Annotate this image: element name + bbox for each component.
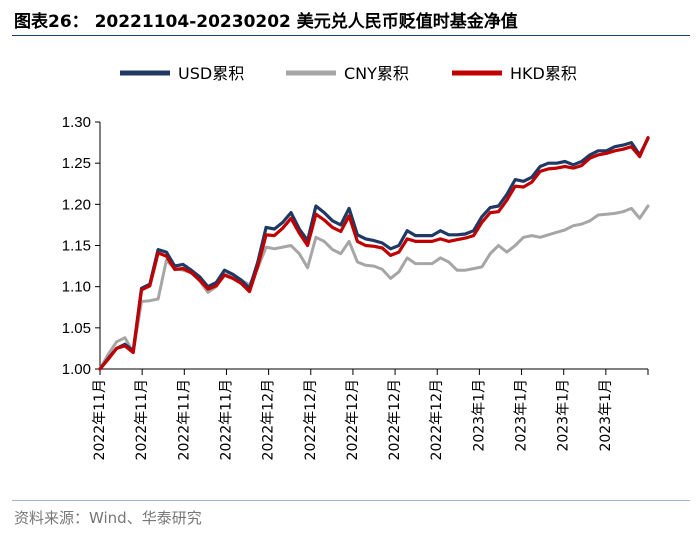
source-note: 资料来源：Wind、华泰研究: [14, 509, 202, 527]
series-line-hkd: [98, 136, 650, 371]
x-tick-label: 2022年12月: [345, 379, 361, 460]
y-tick-label: 1.10: [62, 279, 91, 296]
x-tick-label: 2023年1月: [556, 379, 572, 452]
series-line-usd: [98, 136, 650, 371]
y-tick-label: 1.20: [62, 196, 91, 213]
legend: USD累积 CNY累积 HKD累积: [120, 64, 577, 83]
x-tick-label: 2023年1月: [598, 379, 614, 452]
x-tick-label: 2022年11月: [218, 379, 234, 460]
axes: 1.00 1.05 1.10 1.15 1.20 1.25 1.30 2022年11月 2022…: [62, 114, 649, 460]
x-tick-label: 2022年11月: [134, 379, 150, 460]
x-tick-label: 2023年1月: [514, 379, 530, 452]
x-tick-label: 2022年12月: [261, 379, 277, 460]
series-line-cny: [98, 204, 650, 371]
x-tick-label: 2023年1月: [471, 379, 487, 452]
x-tick-label: 2022年11月: [176, 379, 192, 460]
y-tick-label: 1.00: [62, 361, 91, 378]
figure-title: 图表26： 20221104-20230202 美元兑人民币贬值时基金净值: [14, 12, 518, 32]
series-lines: [98, 136, 650, 371]
title-divider: [12, 35, 690, 36]
x-tick-label: 2022年11月: [92, 379, 108, 460]
x-tick-label: 2022年12月: [387, 379, 403, 460]
y-tick-label: 1.30: [62, 114, 91, 131]
legend-label-cny: CNY累积: [344, 64, 409, 83]
x-tick-label: 2022年12月: [429, 379, 445, 460]
legend-label-usd: USD累积: [178, 64, 244, 83]
y-tick-label: 1.15: [62, 238, 91, 255]
y-tick-label: 1.05: [62, 320, 91, 337]
y-tick-label: 1.25: [62, 155, 91, 172]
legend-label-hkd: HKD累积: [510, 64, 577, 83]
x-tick-label: 2022年12月: [303, 379, 319, 460]
footer-divider: [12, 500, 690, 501]
